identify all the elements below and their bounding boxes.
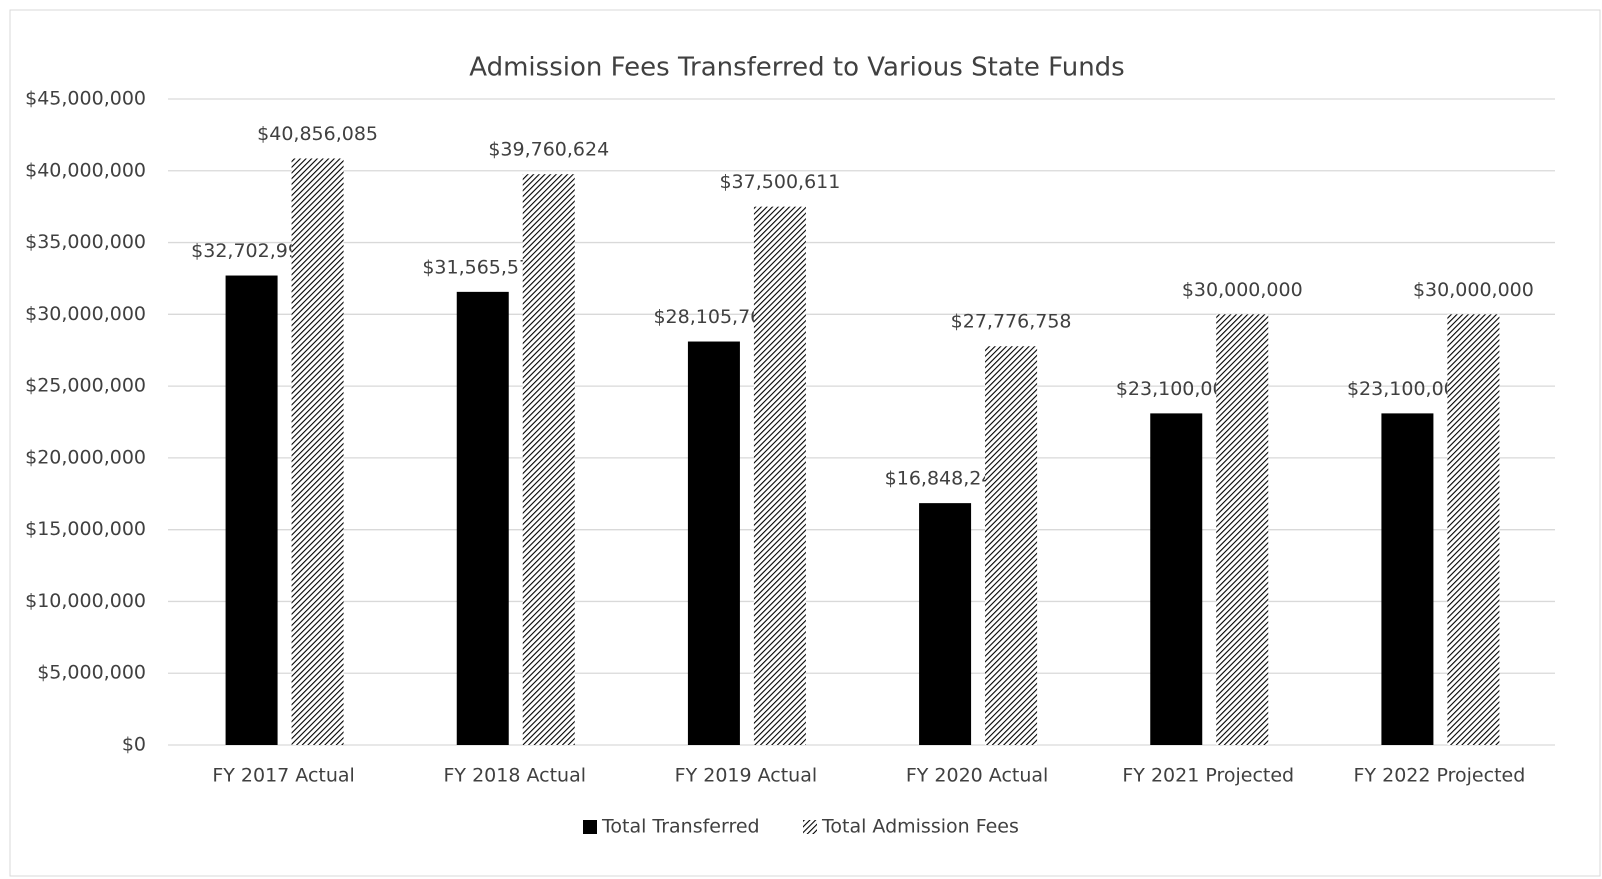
y-tick-label: $5,000,000 xyxy=(37,662,146,684)
bar xyxy=(687,341,740,745)
legend-swatch xyxy=(583,820,597,834)
bar xyxy=(985,346,1038,745)
bar xyxy=(1447,314,1500,745)
data-label: $39,760,624 xyxy=(488,139,609,161)
chart-title: Admission Fees Transferred to Various St… xyxy=(469,53,1124,83)
data-label: $23,100,000 xyxy=(1116,378,1237,400)
y-tick-label: $40,000,000 xyxy=(25,159,146,181)
bar xyxy=(522,174,575,745)
data-label: $16,848,240 xyxy=(885,468,1006,490)
data-label: $30,000,000 xyxy=(1413,279,1534,301)
legend-label: Total Transferred xyxy=(601,816,760,838)
x-tick-label: FY 2019 Actual xyxy=(675,765,818,787)
bar xyxy=(291,158,344,745)
x-tick-label: FY 2018 Actual xyxy=(444,765,587,787)
data-label: $37,500,611 xyxy=(719,171,840,193)
data-label: $30,000,000 xyxy=(1182,279,1303,301)
y-tick-label: $35,000,000 xyxy=(25,231,146,253)
legend-swatch xyxy=(803,820,817,834)
y-tick-label: $15,000,000 xyxy=(25,518,146,540)
bar xyxy=(919,503,972,745)
y-tick-label: $0 xyxy=(122,734,146,756)
legend-label: Total Admission Fees xyxy=(821,816,1019,838)
bar xyxy=(456,291,509,745)
data-label: $23,100,000 xyxy=(1347,378,1468,400)
x-tick-label: FY 2022 Projected xyxy=(1354,765,1526,787)
data-label: $32,702,995 xyxy=(191,240,312,262)
bar xyxy=(753,206,806,745)
data-label: $31,565,570 xyxy=(422,256,543,278)
y-tick-label: $20,000,000 xyxy=(25,446,146,468)
bar xyxy=(225,275,278,745)
data-label: $40,856,085 xyxy=(257,123,378,145)
y-tick-label: $25,000,000 xyxy=(25,375,146,397)
y-tick-label: $45,000,000 xyxy=(25,88,146,110)
x-tick-label: FY 2021 Projected xyxy=(1122,765,1294,787)
x-tick-label: FY 2017 Actual xyxy=(212,765,355,787)
data-label: $27,776,758 xyxy=(951,311,1072,333)
bar xyxy=(1150,413,1203,745)
y-tick-label: $10,000,000 xyxy=(25,590,146,612)
bar xyxy=(1216,314,1269,745)
bar xyxy=(1381,413,1434,745)
x-tick-label: FY 2020 Actual xyxy=(906,765,1049,787)
data-label: $28,105,767 xyxy=(653,306,774,328)
y-tick-label: $30,000,000 xyxy=(25,303,146,325)
